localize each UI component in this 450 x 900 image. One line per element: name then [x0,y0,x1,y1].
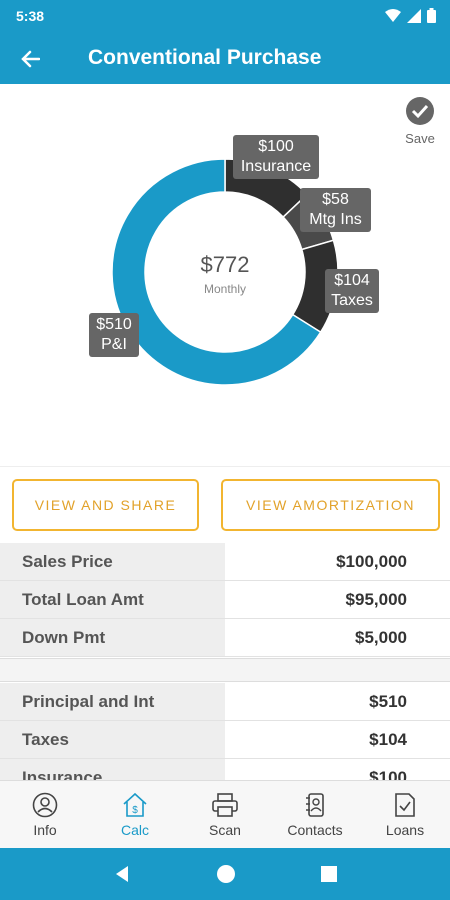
table-row: Total Loan Amt $95,000 [0,581,450,619]
status-icons [385,8,436,23]
signal-icon [407,8,421,23]
table-row: Down Pmt $5,000 [0,619,450,657]
row-label: Principal and Int [0,683,225,721]
check-circle-icon [406,97,434,125]
slice-label-taxes-name: Taxes [331,292,373,309]
chart-area: $772 Monthly $100 Insurance $58 Mtg Ins … [0,84,450,466]
row-value: $510 [225,683,450,721]
status-time: 5:38 [16,8,45,24]
slice-label-pi-name: P&I [101,336,127,353]
row-value: $95,000 [225,581,450,619]
recents-square-icon[interactable] [320,865,338,883]
nav-item-info[interactable]: Info [0,781,90,848]
contacts-icon [306,792,324,817]
slice-label-mtg-ins-name: Mtg Ins [309,211,362,228]
nav-item-label: Scan [209,821,241,838]
back-button[interactable] [14,43,46,75]
row-value: $5,000 [225,619,450,657]
section-divider [0,658,450,682]
nav-item-calc[interactable]: $ Calc [90,781,180,848]
back-triangle-icon[interactable] [112,864,132,884]
monthly-total: $772 [200,252,250,277]
wifi-icon [385,8,401,22]
nav-item-label: Contacts [287,821,343,838]
view-amortization-button[interactable]: VIEW AMORTIZATION [221,479,440,531]
donut-slice-p-i [111,158,322,386]
nav-item-label: Calc [120,821,149,838]
nav-item-loans[interactable]: Loans [360,781,450,848]
row-label: Sales Price [0,543,225,581]
slice-label-pi: $510 P&I [89,313,139,357]
slice-label-taxes: $104 Taxes [325,269,379,313]
nav-item-scan[interactable]: Scan [180,781,270,848]
house-dollar-icon: $ [123,792,147,817]
table-row: Taxes $104 [0,721,450,759]
document-check-icon [395,792,415,817]
row-label: Taxes [0,721,225,759]
nav-item-contacts[interactable]: Contacts [270,781,360,848]
nav-item-label: Loans [385,821,425,838]
status-bar: 5:38 [0,0,450,33]
page-title: Conventional Purchase [88,46,322,69]
table-row: Principal and Int $510 [0,683,450,721]
arrow-left-icon [21,50,40,68]
row-value: $104 [225,721,450,759]
app-bar: Conventional Purchase [0,33,450,84]
row-label: Total Loan Amt [0,581,225,619]
row-label: Down Pmt [0,619,225,657]
nav-item-label: Info [33,821,57,838]
table-row: Sales Price $100,000 [0,543,450,581]
slice-label-mtg-ins: $58 Mtg Ins [300,188,371,232]
save-button[interactable]: Save [400,96,440,146]
svg-text:$: $ [132,805,138,816]
slice-label-mtg-ins-amount: $58 [322,191,349,208]
slice-label-insurance-name: Insurance [240,158,312,175]
person-icon [32,792,58,817]
slice-label-insurance-amount: $100 [258,138,294,155]
battery-icon [427,8,436,23]
action-buttons: VIEW AND SHARE VIEW AMORTIZATION [0,466,450,542]
slice-label-insurance: $100 Insurance [233,135,319,179]
monthly-label: Monthly [203,282,247,296]
slice-label-taxes-amount: $104 [334,272,370,289]
slice-label-pi-amount: $510 [96,316,132,333]
bottom-nav: Info $ Calc Scan Contacts Loans [0,780,450,848]
view-and-share-button[interactable]: VIEW AND SHARE [12,479,199,531]
system-nav-bar [0,848,450,900]
row-value: $100,000 [225,543,450,581]
save-label: Save [405,131,435,146]
home-circle-icon[interactable] [215,863,237,885]
printer-icon [212,792,238,817]
